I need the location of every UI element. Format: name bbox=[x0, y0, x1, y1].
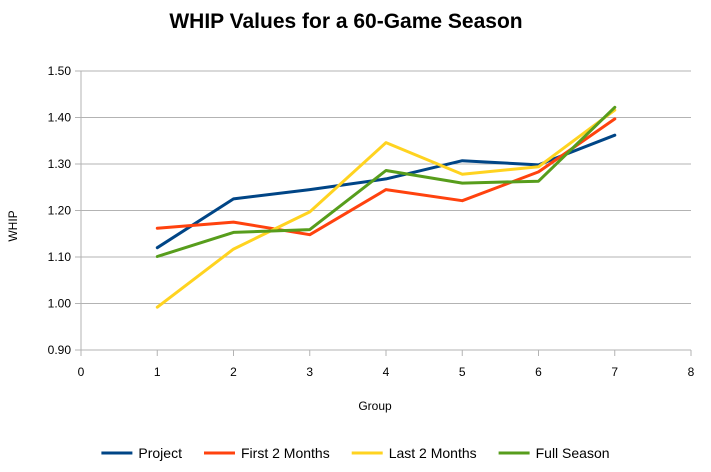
legend-label: Full Season bbox=[536, 445, 610, 461]
x-tick-label: 6 bbox=[535, 365, 542, 379]
chart-title: WHIP Values for a 60-Game Season bbox=[169, 10, 522, 33]
legend-label: Last 2 Months bbox=[389, 445, 477, 461]
x-tick-label: 5 bbox=[459, 365, 466, 379]
axes bbox=[75, 70, 692, 356]
y-tick-label: 1.10 bbox=[48, 250, 72, 264]
x-tick-label: 7 bbox=[611, 365, 618, 379]
legend-item: Last 2 Months bbox=[351, 445, 477, 461]
grid-lines bbox=[81, 70, 691, 351]
y-tick-label: 1.30 bbox=[48, 157, 72, 171]
legend-label: Project bbox=[138, 445, 182, 461]
x-tick-label: 4 bbox=[383, 365, 390, 379]
series-line-full-season bbox=[155, 105, 617, 258]
x-tick-labels: 0 1 2 3 4 5 6 7 8 bbox=[78, 365, 695, 379]
y-tick-label: 0.90 bbox=[48, 343, 72, 357]
legend-item: Project bbox=[101, 445, 182, 461]
legend-label: First 2 Months bbox=[241, 445, 330, 461]
y-axis-label: WHIP bbox=[6, 210, 20, 241]
y-tick-label: 1.50 bbox=[48, 64, 72, 78]
series-line-last-2-months bbox=[155, 108, 617, 309]
legend: Project First 2 Months Last 2 Months Full S… bbox=[101, 445, 610, 461]
series-lines bbox=[155, 105, 617, 309]
x-tick-label: 2 bbox=[230, 365, 237, 379]
x-tick-label: 0 bbox=[78, 365, 85, 379]
x-tick-label: 1 bbox=[154, 365, 161, 379]
y-tick-labels: 0.90 1.00 1.10 1.20 1.30 1.40 1.50 bbox=[48, 64, 72, 357]
series-line-project bbox=[155, 133, 617, 250]
legend-item: Full Season bbox=[498, 445, 610, 461]
y-tick-label: 1.20 bbox=[48, 204, 72, 218]
series-line-first-2-months bbox=[155, 117, 617, 237]
legend-item: First 2 Months bbox=[204, 445, 330, 461]
x-tick-label: 8 bbox=[688, 365, 695, 379]
x-axis-label: Group bbox=[358, 399, 392, 413]
y-tick-label: 1.40 bbox=[48, 111, 72, 125]
x-tick-label: 3 bbox=[306, 365, 313, 379]
y-tick-label: 1.00 bbox=[48, 297, 72, 311]
